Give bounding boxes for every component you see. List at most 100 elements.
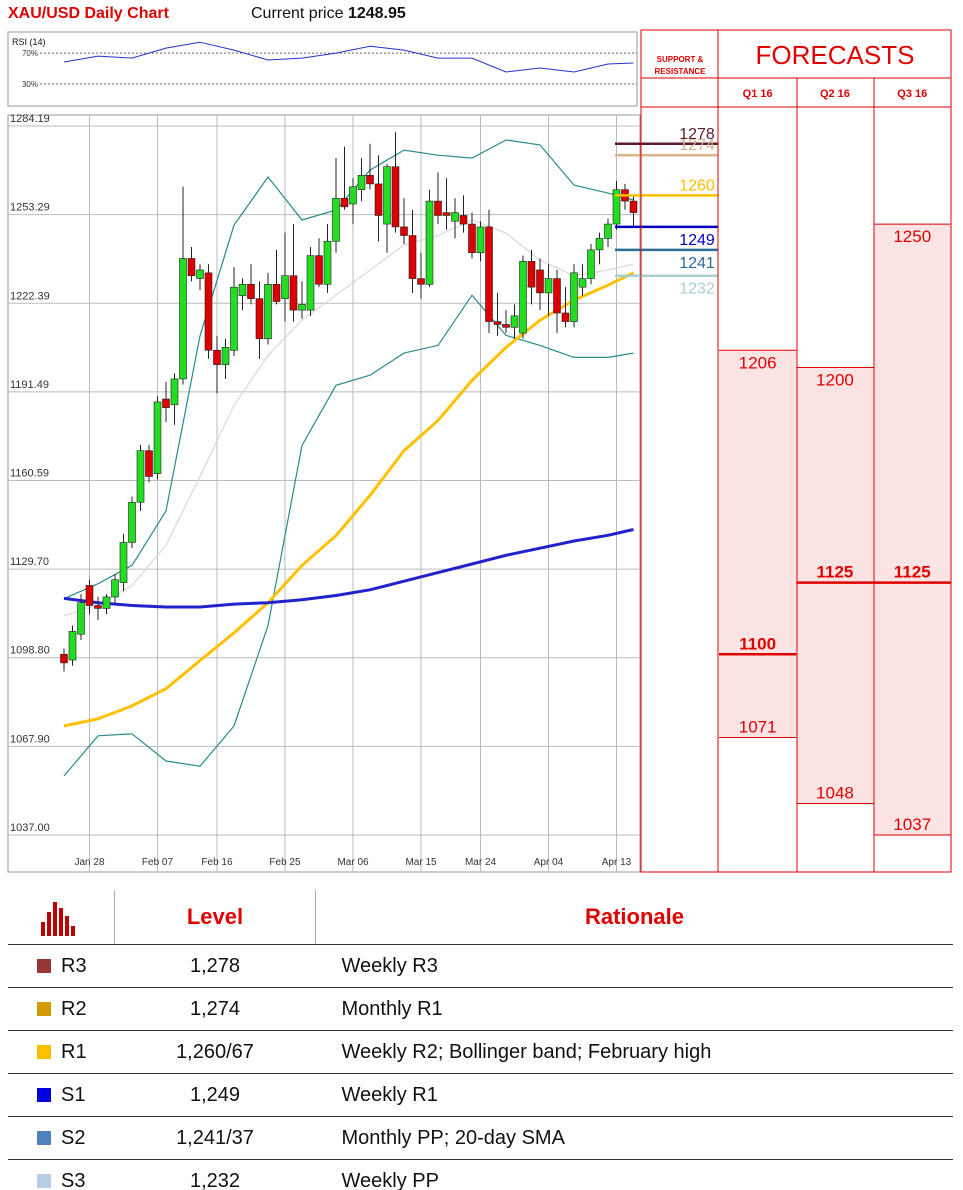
rsi-title: RSI (14) bbox=[12, 37, 46, 47]
x-tick-label: Feb 16 bbox=[201, 857, 233, 868]
candle-body bbox=[544, 278, 553, 294]
candle-body bbox=[553, 278, 561, 314]
candle-body bbox=[102, 596, 111, 609]
candle-body bbox=[332, 197, 340, 242]
name-cell: R3 bbox=[8, 944, 115, 988]
table-row: S3 1,232 Weekly PP bbox=[8, 1159, 953, 1190]
y-tick-label: 1129.70 bbox=[10, 556, 49, 568]
rationale-cell: Weekly R1 bbox=[315, 1073, 953, 1117]
candle-body bbox=[357, 175, 366, 190]
candle-body bbox=[179, 258, 187, 380]
forecast-title: FORECASTS bbox=[756, 40, 915, 70]
swatch bbox=[37, 1131, 51, 1146]
candle-body bbox=[629, 200, 638, 213]
candle-body bbox=[527, 261, 536, 288]
x-tick-label: Jan 28 bbox=[74, 857, 104, 868]
rationale-cell: Weekly PP bbox=[315, 1159, 953, 1190]
overlay-line bbox=[63, 219, 634, 617]
rationale-cell: Monthly PP; 20-day SMA bbox=[315, 1116, 953, 1160]
row-name: R1 bbox=[61, 1040, 87, 1063]
y-tick-label: 1160.59 bbox=[10, 468, 49, 480]
candle-body bbox=[510, 315, 519, 328]
forecast-high-label: 1206 bbox=[739, 353, 777, 372]
x-tick-label: Mar 06 bbox=[337, 857, 369, 868]
level-cell: 1,278 bbox=[114, 944, 316, 988]
rsi-tick-label: 30% bbox=[22, 80, 38, 89]
swatch bbox=[37, 959, 51, 974]
candle-body bbox=[587, 249, 595, 279]
candle-body bbox=[289, 275, 298, 311]
candle-body bbox=[578, 278, 587, 288]
price-line: Current price 1248.95 bbox=[251, 5, 406, 23]
candle-body bbox=[264, 283, 272, 340]
forecast-range bbox=[873, 224, 951, 836]
candle-body bbox=[187, 258, 196, 276]
candle-body bbox=[451, 212, 459, 222]
price: 1248.95 bbox=[347, 5, 406, 22]
forecast-median-label: 1125 bbox=[817, 563, 854, 582]
forecast-median-label: 1100 bbox=[739, 634, 776, 653]
rsi-frame bbox=[7, 31, 638, 107]
candle-body bbox=[400, 226, 408, 236]
candle-body bbox=[162, 398, 170, 408]
col-header: Level bbox=[114, 890, 316, 945]
name-cell: R1 bbox=[8, 1030, 115, 1074]
candle-body bbox=[374, 183, 383, 216]
x-tick-label: Feb 07 bbox=[142, 857, 174, 868]
candle-body bbox=[306, 255, 315, 311]
level-cell: 1,260/67 bbox=[114, 1030, 316, 1074]
x-tick-label: Apr 13 bbox=[602, 857, 632, 868]
forecast-range bbox=[796, 367, 874, 804]
candle-body bbox=[595, 238, 604, 251]
candle-body bbox=[119, 542, 128, 583]
level-cell: 1,249 bbox=[114, 1073, 316, 1117]
x-tick-label: Feb 25 bbox=[269, 857, 301, 868]
row-name: S3 bbox=[61, 1169, 86, 1190]
candle-body bbox=[493, 321, 502, 325]
candle-body bbox=[247, 283, 255, 299]
candle-body bbox=[391, 166, 400, 228]
candle-body bbox=[502, 324, 510, 328]
candle-body bbox=[85, 585, 94, 606]
candle-body bbox=[68, 631, 77, 661]
candle-body bbox=[323, 240, 332, 285]
name-cell: S2 bbox=[8, 1116, 115, 1160]
table-row: R3 1,278 Weekly R3 bbox=[8, 944, 953, 988]
name-cell: R2 bbox=[8, 987, 115, 1031]
candle-body bbox=[383, 166, 391, 225]
forecast-frame bbox=[640, 29, 952, 873]
candle-body bbox=[230, 286, 238, 351]
title: XAU/USD Daily Chart bbox=[8, 5, 169, 22]
candle-body bbox=[476, 226, 485, 254]
level-label: 1260 bbox=[679, 177, 715, 194]
swatch bbox=[37, 1002, 51, 1017]
y-tick-label: 1067.90 bbox=[10, 733, 50, 745]
candle-body bbox=[604, 223, 612, 239]
swatch bbox=[37, 1088, 51, 1103]
rationale-cell: Monthly R1 bbox=[315, 987, 953, 1031]
forecast-low-label: 1048 bbox=[816, 783, 854, 802]
level-cell: 1,232 bbox=[114, 1159, 316, 1190]
candle-body bbox=[94, 605, 102, 609]
quarter-label: Q2 16 bbox=[820, 88, 850, 100]
overlay-line bbox=[63, 294, 634, 777]
candle-body bbox=[425, 200, 434, 285]
candle-body bbox=[145, 450, 153, 477]
rationale-cell: Weekly R3 bbox=[315, 944, 953, 988]
candle-body bbox=[468, 223, 476, 254]
forecast-low-label: 1037 bbox=[893, 815, 931, 834]
candle-body bbox=[570, 272, 578, 322]
candle-body bbox=[196, 269, 204, 279]
x-tick-label: Apr 04 bbox=[534, 857, 564, 868]
price-frame bbox=[7, 114, 641, 873]
forecast-low-label: 1071 bbox=[739, 717, 777, 736]
y-tick-label: 1191.49 bbox=[10, 379, 49, 391]
y-tick-label: 1098.80 bbox=[10, 645, 50, 657]
header: XAU/USD Daily Chart Current price 1248.95 bbox=[8, 5, 406, 23]
candle-body bbox=[111, 579, 119, 598]
row-name: R2 bbox=[61, 997, 87, 1020]
candle-body bbox=[561, 312, 570, 322]
table-row: S1 1,249 Weekly R1 bbox=[8, 1073, 953, 1117]
candle-body bbox=[238, 283, 247, 297]
quarter-label: Q1 16 bbox=[743, 88, 773, 100]
